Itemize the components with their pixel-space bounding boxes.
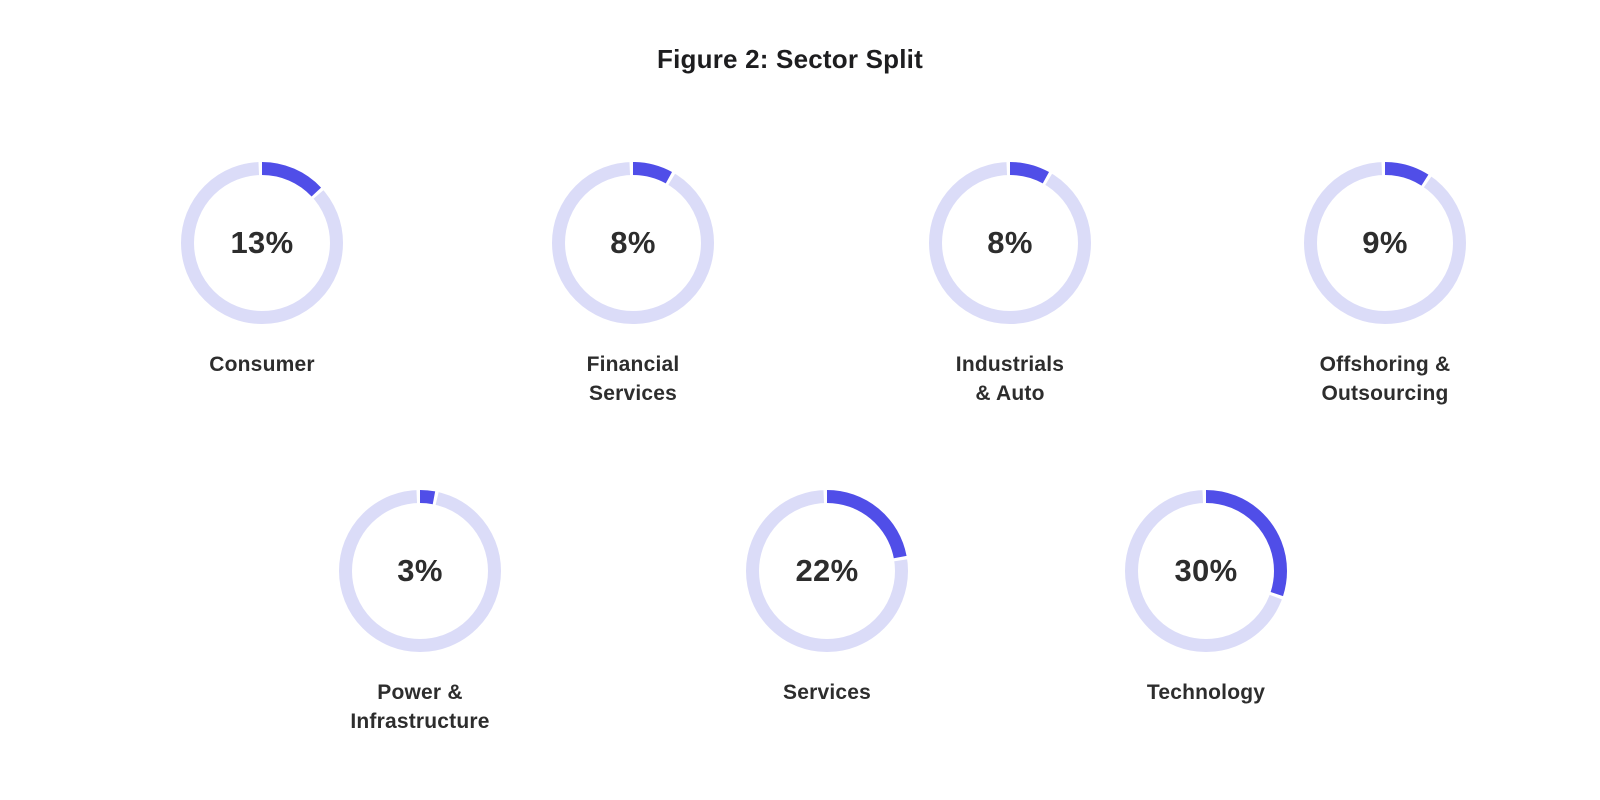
donut-chart-power-infrastructure: 3% Power & Infrastructure <box>300 490 540 736</box>
donut-ring-industrials-auto: 8% <box>929 162 1091 324</box>
donut-gap-arc <box>181 162 343 324</box>
sector-label-line: Consumer <box>209 353 315 376</box>
sector-label-line: Offshoring & <box>1319 353 1451 376</box>
sector-label-line: Outsourcing <box>1321 382 1449 405</box>
sector-label-line: Industrials <box>955 353 1065 376</box>
sector-label-line: Technology <box>1146 681 1266 704</box>
donut-sector-label: Offshoring & Outsourcing <box>1320 350 1451 408</box>
donut-sector-label: Power & Infrastructure <box>350 678 489 736</box>
donut-value-arc <box>929 162 1091 324</box>
donut-value-arc <box>181 162 343 324</box>
donut-ring-svg <box>1125 490 1287 652</box>
donut-value-arc <box>746 490 908 652</box>
donut-ring-svg <box>339 490 501 652</box>
donut-value-label: 8% <box>610 225 656 260</box>
sector-label-line: Services <box>782 681 871 704</box>
donut-value-arc <box>1125 490 1287 652</box>
donut-gap-arc <box>746 490 908 652</box>
sector-label-line: Financial <box>586 353 680 376</box>
donut-ring-consumer: 13% <box>181 162 343 324</box>
sector-label-line: Services <box>588 382 677 405</box>
donut-ring-services: 22% <box>746 490 908 652</box>
sector-label-line: Infrastructure <box>350 710 490 733</box>
donut-sector-label: Consumer <box>209 350 314 379</box>
donut-ring-svg <box>746 490 908 652</box>
donut-ring-power-infrastructure: 3% <box>339 490 501 652</box>
donut-chart-technology: 30% Technology <box>1086 490 1326 707</box>
donut-ring-financial-services: 8% <box>552 162 714 324</box>
donut-ring-svg <box>1304 162 1466 324</box>
donut-value-label: 30% <box>1174 553 1238 588</box>
donut-value-arc <box>1304 162 1466 324</box>
donut-chart-offshoring-outsourcing: 9% Offshoring & Outsourcing <box>1265 162 1505 408</box>
donut-value-label: 3% <box>397 553 443 588</box>
donut-ring-svg <box>552 162 714 324</box>
donut-chart-services: 22% Services <box>707 490 947 707</box>
donut-sector-label: Services <box>783 678 871 707</box>
donut-ring-svg <box>181 162 343 324</box>
donut-gap-arc <box>339 490 501 652</box>
figure-title: Figure 2: Sector Split <box>657 44 923 74</box>
donut-chart-financial-services: 8% Financial Services <box>513 162 753 408</box>
donut-sector-label: Industrials & Auto <box>956 350 1064 408</box>
donut-value-label: 22% <box>795 553 859 588</box>
donut-ring-offshoring-outsourcing: 9% <box>1304 162 1466 324</box>
sector-label-line: & Auto <box>975 382 1045 405</box>
donut-value-label: 13% <box>230 225 294 260</box>
donut-gap-arc <box>1304 162 1466 324</box>
donut-sector-label: Technology <box>1147 678 1265 707</box>
donut-value-arc <box>552 162 714 324</box>
donut-ring-technology: 30% <box>1125 490 1287 652</box>
donut-chart-consumer: 13% Consumer <box>142 162 382 379</box>
sector-label-line: Power & <box>377 681 463 704</box>
donut-chart-industrials-auto: 8% Industrials & Auto <box>890 162 1130 408</box>
donut-ring-svg <box>929 162 1091 324</box>
donut-gap-arc <box>552 162 714 324</box>
donut-gap-arc <box>929 162 1091 324</box>
donut-value-label: 9% <box>1362 225 1408 260</box>
donut-value-arc <box>339 490 501 652</box>
donut-sector-label: Financial Services <box>587 350 680 408</box>
donut-value-label: 8% <box>987 225 1033 260</box>
